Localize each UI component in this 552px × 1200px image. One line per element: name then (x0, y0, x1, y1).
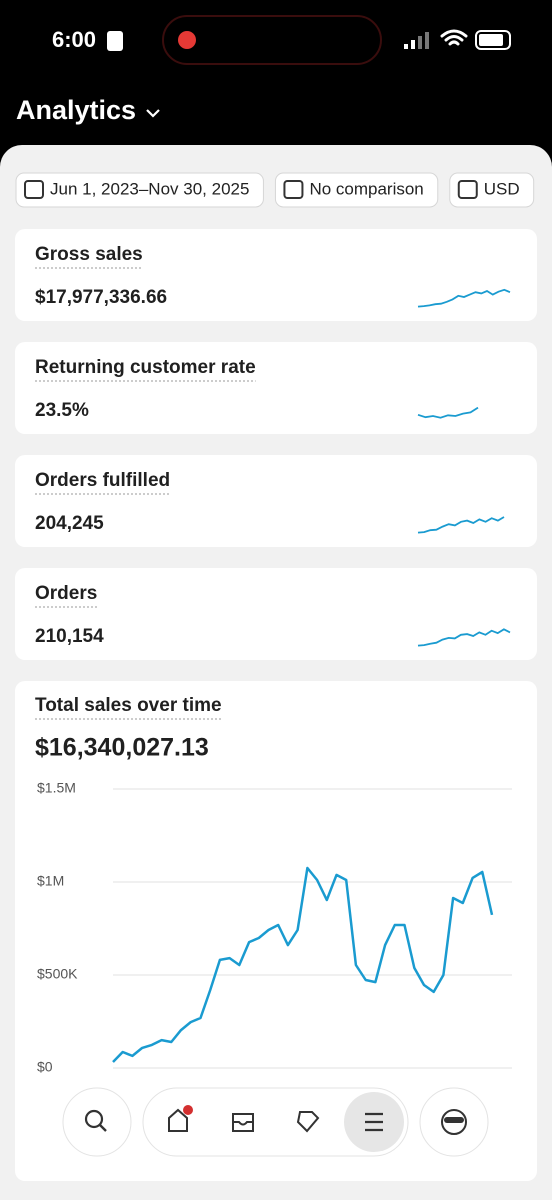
title-chevron[interactable] (146, 109, 160, 118)
bottom-nav (62, 1087, 489, 1157)
notification-dot (183, 1105, 193, 1115)
card-background[interactable] (15, 229, 537, 321)
signal (404, 32, 429, 49)
filter-chip[interactable]: No comparison (274, 172, 439, 208)
assistant-icon (441, 1109, 467, 1135)
chip-icon (457, 180, 478, 199)
metric-value: 210,154 (35, 626, 104, 647)
card-background[interactable] (15, 455, 537, 547)
wifi (440, 29, 468, 46)
tag-tab[interactable] (296, 1111, 320, 1133)
sparkline (417, 288, 511, 308)
tab-bar (142, 1087, 409, 1157)
menu-icon (365, 1112, 383, 1132)
metric-card[interactable]: Gross sales $17,977,336.66 (15, 229, 537, 321)
sparkline (417, 628, 511, 647)
filter-chip[interactable]: USD (449, 172, 535, 208)
y-tick-label: $1M (37, 873, 64, 889)
y-tick-label: $0 (37, 1059, 53, 1075)
page-title[interactable]: Analytics (16, 95, 136, 125)
chart-title: Total sales over time (35, 695, 222, 716)
status-icon (107, 31, 123, 51)
y-tick-label: $1.5M (37, 780, 76, 796)
search-icon (99, 1124, 107, 1132)
search-icon (84, 1109, 104, 1129)
metric-label: Orders fulfilled (35, 470, 170, 491)
metric-value: 23.5% (35, 400, 89, 421)
chip-icon (283, 180, 304, 199)
chip-background[interactable] (15, 172, 264, 208)
chart-card (15, 681, 537, 1181)
metric-value: 204,245 (35, 513, 104, 534)
sparkline (417, 516, 505, 534)
metric-value: $17,977,336.66 (35, 287, 167, 308)
metric-label: Orders (35, 583, 97, 604)
chip-icon (24, 180, 44, 199)
chart-total: $16,340,027.13 (35, 734, 209, 762)
card-background[interactable] (15, 342, 537, 434)
chip-background[interactable] (274, 172, 439, 208)
dynamic-island (162, 15, 382, 65)
metric-card[interactable]: Orders fulfilled 204,245 (15, 455, 537, 547)
card-background[interactable] (15, 568, 537, 660)
home-tab[interactable] (168, 1108, 188, 1132)
filter-chip[interactable]: Jun 1, 2023–Nov 30, 2025 (15, 172, 264, 208)
sales-line (112, 866, 494, 1063)
metric-label: Returning customer rate (35, 357, 256, 378)
search-button[interactable] (62, 1087, 132, 1157)
battery (475, 30, 511, 50)
battery-level (479, 34, 503, 46)
recording-dot (178, 31, 196, 49)
y-tick-label: $500K (37, 966, 78, 982)
chip-label: No comparison (309, 179, 423, 198)
metric-card[interactable]: Orders 210,154 (15, 568, 537, 660)
inbox-tab[interactable] (232, 1113, 254, 1132)
sparkline (417, 406, 479, 419)
chip-label: USD (484, 179, 520, 198)
status-time: 6:00 (52, 27, 96, 52)
metric-card[interactable]: Returning customer rate 23.5% (15, 342, 537, 434)
assistant-icon (444, 1117, 464, 1123)
chip-label: Jun 1, 2023–Nov 30, 2025 (50, 179, 249, 198)
metric-label: Gross sales (35, 244, 143, 265)
